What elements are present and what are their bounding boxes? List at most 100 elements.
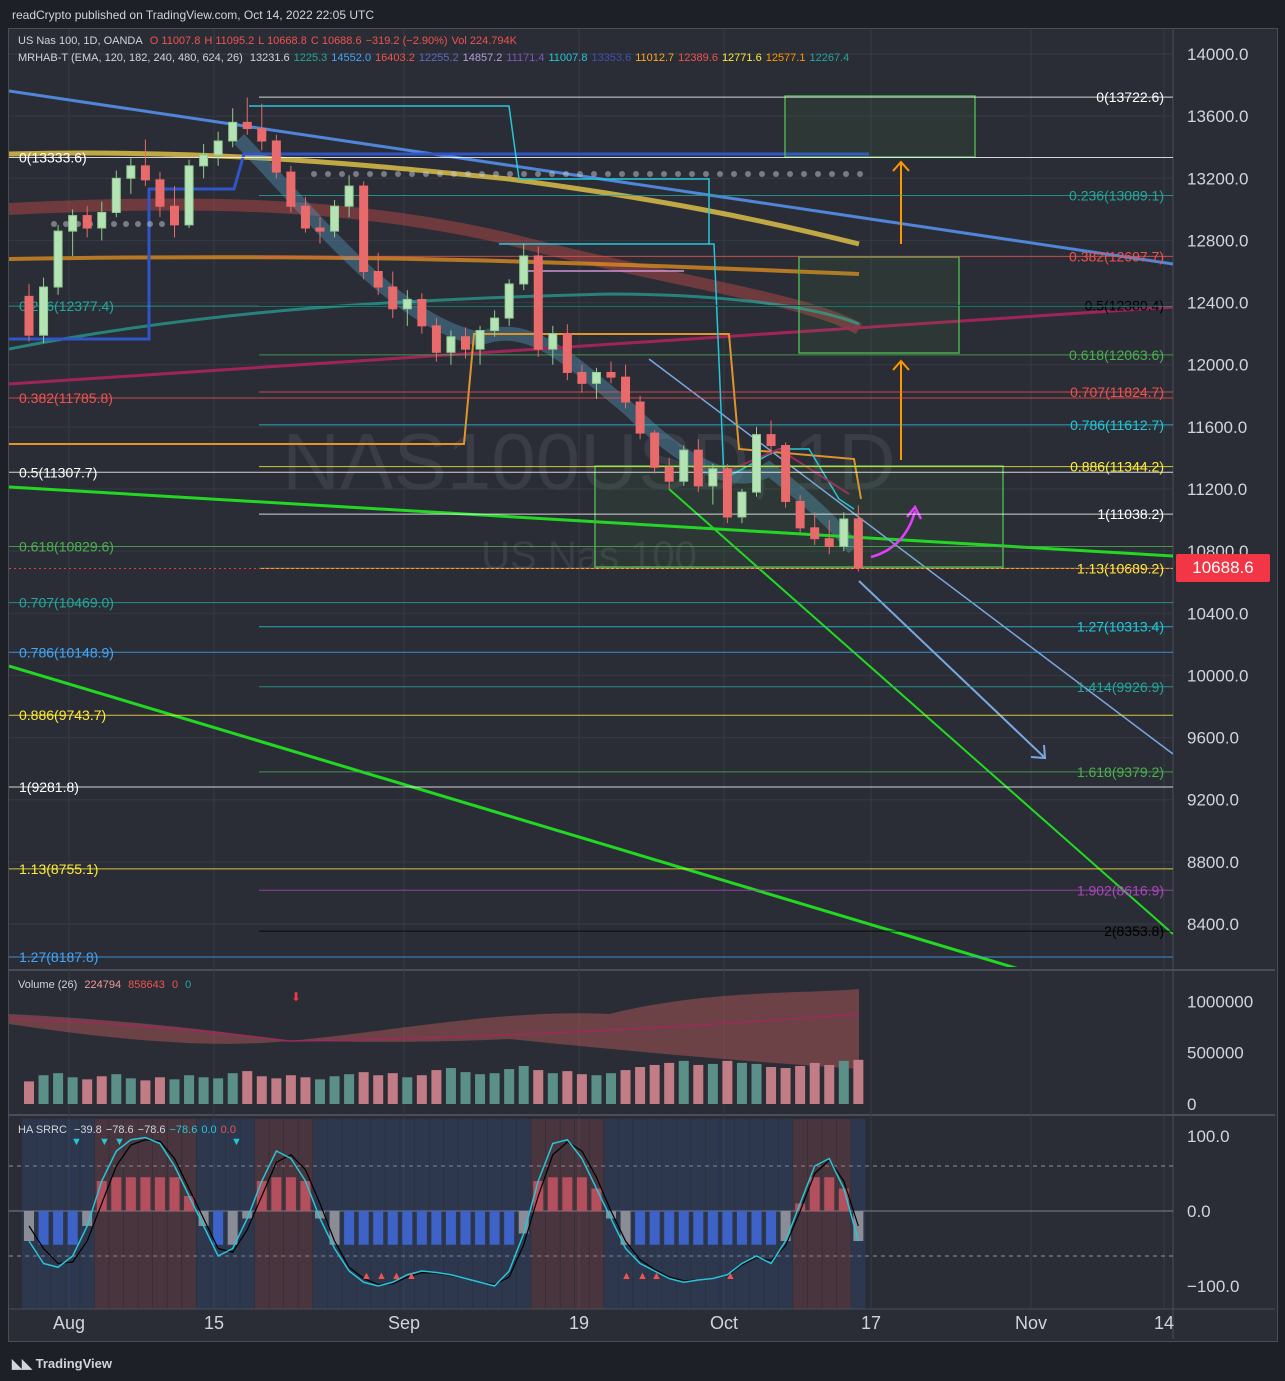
dot-marker — [159, 221, 165, 227]
volume-v4: 0 — [185, 979, 192, 991]
candle-body — [155, 179, 165, 207]
price-tick-label: 9200.0 — [1187, 791, 1239, 810]
osc-value: 0.0 — [220, 1124, 236, 1136]
candle-body — [679, 449, 689, 482]
dot-marker — [395, 171, 401, 177]
osc-signal-marker: ▲ — [725, 1270, 736, 1282]
volume-bar — [707, 1063, 718, 1104]
volume-bar — [169, 1079, 180, 1104]
candle-body — [475, 330, 485, 350]
volume-bar — [329, 1076, 340, 1104]
dot-marker — [339, 171, 345, 177]
osc-histogram-bar — [795, 1203, 806, 1211]
indicator-value: 12771.6 — [721, 52, 762, 64]
osc-histogram-bar — [402, 1211, 413, 1245]
candle-body — [68, 215, 78, 232]
price-tick-label: 11200.0 — [1187, 480, 1247, 499]
chart-canvas[interactable]: NAS100USD, 1D US Nas 100 0(13722.6) 0.236… — [9, 29, 1275, 1339]
candle-body — [664, 466, 674, 482]
volume-bar — [315, 1079, 325, 1104]
osc-histogram-bar — [285, 1177, 296, 1211]
osc-histogram-bar — [838, 1188, 849, 1211]
volume-bar — [402, 1077, 413, 1104]
dot-marker — [801, 171, 807, 177]
candle-body — [490, 317, 500, 332]
candle-body — [330, 205, 340, 232]
fib-label: 1.414(9926.9) — [1077, 679, 1164, 695]
volume-bar — [809, 1062, 820, 1104]
osc-histogram-bar — [475, 1211, 486, 1245]
osc-signal-marker: ▲ — [621, 1270, 632, 1282]
candle-body — [199, 154, 209, 167]
fib-label: 0.618(12063.6) — [1069, 347, 1164, 363]
osc-histogram-bar — [387, 1211, 398, 1245]
volume-bar — [344, 1074, 355, 1104]
osc-histogram-bar — [271, 1177, 282, 1211]
time-tick-label: Nov — [1015, 1313, 1047, 1333]
candle-body — [693, 449, 703, 487]
volume-bar — [285, 1075, 296, 1104]
step-line-orange — [9, 333, 862, 500]
volume-bar — [591, 1075, 602, 1104]
volume-bar — [780, 1068, 791, 1104]
dot-marker — [147, 221, 153, 227]
time-tick-label: 19 — [569, 1313, 589, 1333]
volume-bar — [256, 1076, 267, 1104]
volume-bar — [795, 1065, 806, 1104]
candle-body — [286, 171, 296, 207]
candle-body — [126, 165, 136, 179]
osc-bg-band — [589, 1119, 604, 1309]
price-tick-label: 10400.0 — [1187, 604, 1248, 623]
volume-bar — [606, 1073, 616, 1104]
time-tick-label: 14 — [1154, 1313, 1174, 1333]
osc-histogram-bar — [140, 1177, 151, 1211]
volume-bar — [475, 1074, 486, 1104]
volume-bars: 1000000 500000 0 ⬇ — [9, 989, 1253, 1114]
osc-histogram-bar — [184, 1196, 195, 1211]
osc-signal-marker: ▲ — [361, 1270, 372, 1282]
candle-body — [781, 445, 791, 502]
osc-histogram-bar — [460, 1211, 471, 1245]
volume-bar — [678, 1060, 689, 1104]
trendline-green-lower — [9, 664, 1018, 967]
osc-bg-band — [109, 1119, 124, 1309]
osc-signal-marker: ▲ — [637, 1270, 648, 1282]
osc-histogram-bar — [591, 1188, 602, 1211]
osc-signal-marker: ▼ — [99, 1136, 110, 1148]
osc-bg-band — [167, 1119, 182, 1309]
volume-bar — [373, 1075, 384, 1104]
volume-ma — [9, 1013, 860, 1042]
candle-body — [839, 518, 849, 547]
volume-bar — [664, 1062, 675, 1104]
price-tick-label: 8800.0 — [1187, 853, 1239, 872]
indicator-values: 13231.6 1225.3 14552.0 16403.2 12255.2 14857.… — [250, 52, 853, 64]
volume-v1: 224794 — [84, 979, 122, 991]
price-tick-label: 13200.0 — [1187, 169, 1248, 188]
dot-marker — [311, 171, 317, 177]
fib-label: 0.382(11785.8) — [19, 390, 113, 406]
volume-bar — [387, 1073, 398, 1104]
volume-v3: 0 — [171, 979, 179, 991]
indicator-name: MRHAB-T (EMA, 120, 182, 240, 480, 624, 2… — [18, 52, 243, 64]
fib-label: 0.886(9743.7) — [19, 707, 106, 723]
osc-histogram-bar — [649, 1211, 660, 1245]
volume-bar — [736, 1062, 747, 1104]
fib-label: 1.618(9379.2) — [1077, 764, 1164, 780]
volume-v2: 858643 — [128, 979, 165, 991]
time-tick-label: Sep — [388, 1313, 420, 1333]
candle-body — [170, 205, 179, 226]
indicator-value: 14857.2 — [462, 52, 503, 64]
dot-marker — [689, 171, 695, 177]
indicator-value: 13353.6 — [591, 52, 632, 64]
candle-body — [402, 298, 412, 310]
step-line-maroon — [708, 447, 850, 495]
candle-body — [591, 371, 601, 384]
trendline-green-steep — [668, 488, 1173, 935]
watermark-name: US Nas 100 — [481, 534, 697, 578]
dot-marker — [815, 171, 821, 177]
osc-bg-band — [836, 1119, 851, 1309]
candle-body — [359, 185, 369, 272]
candle-body — [737, 491, 747, 518]
osc-tick-label: 0.0 — [1187, 1202, 1211, 1221]
dot-marker — [437, 171, 443, 177]
